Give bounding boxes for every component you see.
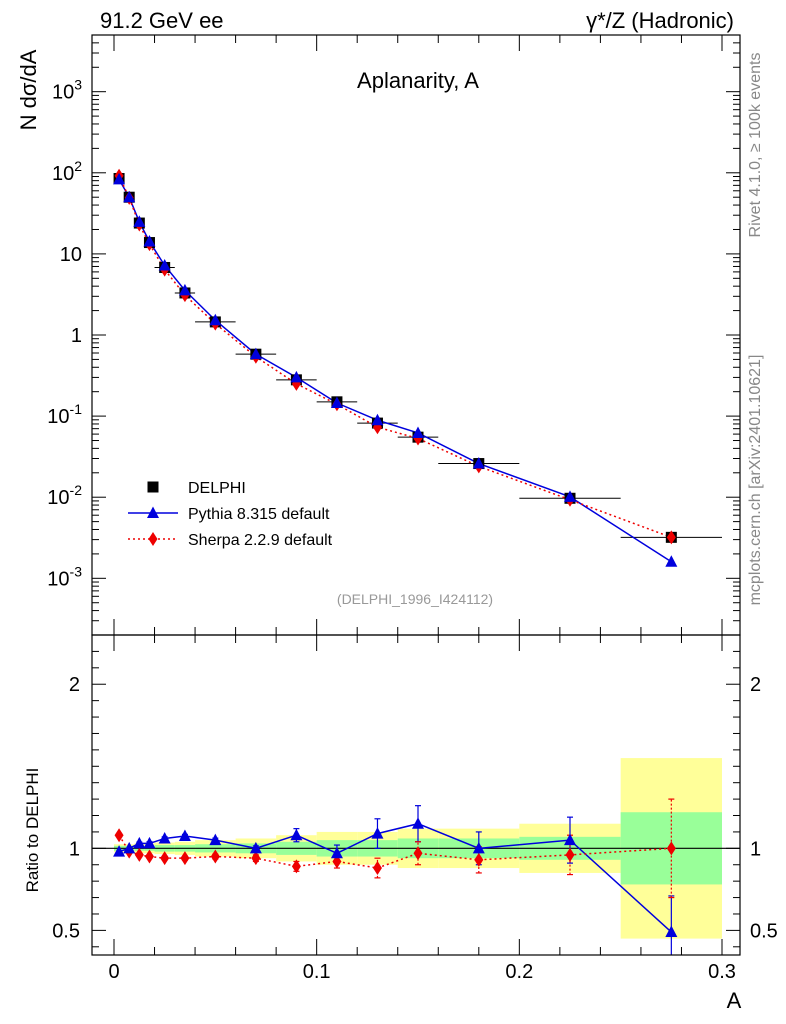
pythia-point — [113, 172, 126, 185]
legend-delphi-label: DELPHI — [188, 480, 246, 497]
sherpa-ratio-point — [134, 847, 144, 862]
x-tick-label: 0.1 — [303, 961, 331, 983]
ratio-tick-label: 2 — [750, 674, 761, 696]
sherpa-ratio-point — [413, 846, 423, 861]
analysis-label: (DELPHI_1996_I424112) — [337, 591, 493, 607]
y-axis-label: N dσ/dA — [16, 49, 41, 130]
pythia-ratio-point — [123, 841, 136, 854]
ratio-panel: 0.5 0.5 1 1 2 2 Ratio to DELPHI — [23, 634, 778, 956]
legend: DELPHI Pythia 8.315 default Sherpa 2.2.9 d… — [128, 480, 333, 549]
pythia-point — [412, 426, 424, 438]
ratio-tick-label: 1 — [69, 838, 80, 860]
ratio-y-axis-label: Ratio to DELPHI — [23, 768, 42, 893]
pythia-ratio-point — [412, 817, 424, 829]
pythia-point — [371, 413, 384, 426]
pythia-point — [178, 283, 191, 296]
pythia-ratio-point — [564, 833, 576, 846]
x-tick-label: 0.2 — [505, 961, 533, 983]
sherpa-ratio-point — [114, 828, 124, 843]
pythia-ratio-point — [143, 836, 156, 849]
sherpa-ratio-point — [144, 849, 154, 864]
pythia-ratio-point — [178, 829, 191, 842]
pythia-point — [133, 215, 146, 227]
x-axis: 0 0.1 0.2 0.3 — [108, 961, 735, 983]
pythia-point — [158, 258, 171, 271]
pythia-point — [290, 370, 303, 383]
main-axes: 10-3 10-2 10-1 1 10 102 103 — [47, 34, 740, 636]
pythia-ratio-point — [249, 841, 262, 854]
pythia-ratio-point — [158, 831, 171, 844]
ratio-tick-label: 2 — [69, 674, 80, 696]
pythia-point — [123, 190, 136, 203]
legend-pythia-marker — [147, 506, 159, 518]
rivet-version-label: Rivet 4.1.0, ≥ 100k events — [747, 53, 764, 238]
pythia-point — [249, 347, 262, 360]
pythia-point — [209, 313, 222, 326]
y-tick-label: 10-3 — [47, 563, 82, 590]
sherpa-ratio-point — [372, 861, 382, 876]
sherpa-ratio-point — [666, 841, 676, 856]
legend-sherpa-label: Sherpa 2.2.9 default — [188, 532, 333, 549]
pythia-line — [118, 178, 672, 563]
sherpa-ratio-point — [565, 847, 575, 862]
legend-sherpa-marker — [148, 532, 158, 546]
header-energy-label: 91.2 GeV ee — [100, 8, 224, 33]
mcplots-credit-label: mcplots.cern.ch [arXiv:2401.10621] — [747, 355, 764, 606]
pythia-point — [472, 457, 485, 469]
sherpa-ratio-point — [180, 851, 190, 866]
pythia-ratio-point — [209, 833, 222, 846]
chart-title: Aplanarity, A — [357, 68, 479, 93]
ratio-tick-label: 0.5 — [52, 920, 80, 942]
ratio-tick-label: 0.5 — [750, 920, 778, 942]
y-tick-label: 1 — [71, 325, 82, 347]
main-panel: 10-3 10-2 10-1 1 10 102 103 Aplanarity, A N dσ… — [16, 34, 741, 636]
x-tick-label: 0 — [108, 961, 119, 983]
y-tick-label: 10-2 — [47, 482, 82, 509]
pythia-ratio-point — [330, 846, 343, 859]
x-axis-label: A — [727, 988, 742, 1013]
pythia-point — [143, 235, 156, 247]
pythia-ratio-point — [290, 828, 303, 841]
ratio-axes: 0.5 0.5 1 1 2 2 — [52, 635, 778, 955]
sherpa-ratio-point — [291, 859, 301, 874]
ratio-frame — [91, 634, 741, 956]
pythia-ratio-point — [665, 925, 678, 938]
pythia-ratio-point — [371, 827, 384, 839]
pythia-point — [665, 555, 678, 567]
sherpa-ratio-point — [210, 849, 220, 864]
ratio-data — [113, 798, 678, 955]
pythia-ratio-point — [113, 845, 126, 857]
legend-pythia-label: Pythia 8.315 default — [188, 506, 330, 523]
sherpa-ratio-point — [251, 851, 261, 866]
x-tick-label: 0.3 — [708, 961, 736, 983]
pythia-point — [330, 396, 343, 409]
sherpa-point — [666, 530, 676, 545]
pythia-ratio-point — [472, 841, 485, 854]
main-data — [113, 168, 722, 567]
header-process-label: γ*/Z (Hadronic) — [586, 8, 734, 33]
sherpa-ratio-point — [160, 851, 170, 866]
legend-delphi-marker — [147, 481, 159, 493]
pythia-ratio-point — [133, 836, 146, 849]
pythia-point — [564, 490, 576, 502]
y-tick-label: 103 — [52, 77, 82, 104]
y-tick-label: 10 — [60, 244, 82, 266]
y-tick-label: 102 — [52, 158, 82, 185]
ratio-tick-label: 1 — [750, 838, 761, 860]
y-tick-label: 10-1 — [47, 401, 82, 428]
sherpa-ratio-point — [474, 852, 484, 867]
